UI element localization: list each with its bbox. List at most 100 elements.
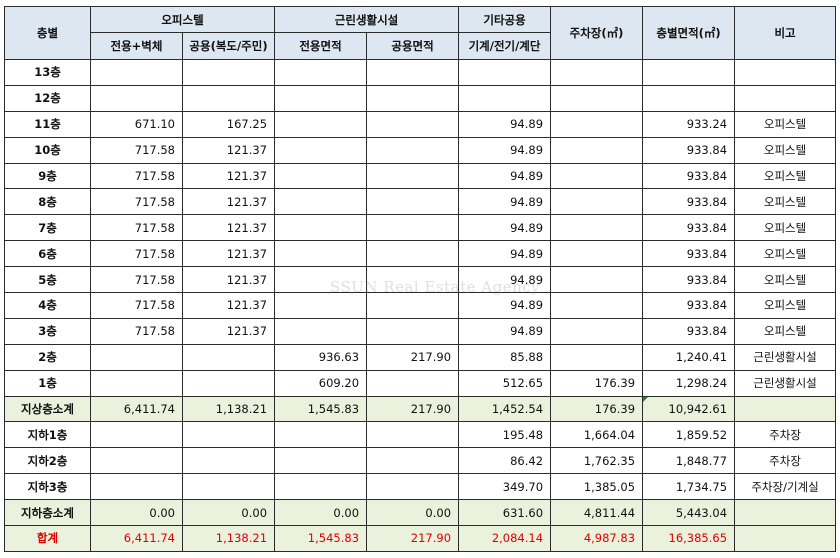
retail-common-cell — [366, 421, 460, 449]
floor-cell: 1층 — [4, 369, 91, 397]
retail-common-cell — [366, 292, 460, 319]
officetel-exclusive-cell: 717.58 — [90, 266, 183, 294]
officetel-exclusive-cell: 717.58 — [90, 214, 183, 242]
note-cell: 오피스텔 — [734, 110, 837, 138]
retail-common-cell: 217.90 — [366, 343, 460, 371]
officetel-common-cell: 167.25 — [181, 110, 276, 138]
retail-common-cell — [366, 317, 460, 345]
note-cell: 주차장 — [734, 447, 837, 475]
officetel-exclusive-cell: 0.00 — [90, 499, 183, 527]
header-retail-common: 공용면적 — [366, 32, 460, 60]
retail-common-cell — [366, 447, 460, 475]
note-cell: 근린생활시설 — [734, 369, 837, 397]
officetel-exclusive-cell — [90, 343, 183, 371]
note-cell — [734, 84, 837, 112]
note-cell: 오피스텔 — [734, 266, 837, 294]
floor-cell: 지상층소계 — [4, 395, 91, 423]
officetel-exclusive-cell: 6,411.74 — [90, 395, 183, 423]
note-cell — [734, 395, 837, 423]
officetel-common-cell: 0.00 — [181, 499, 276, 527]
floor-area-cell: 933.24 — [642, 110, 736, 138]
retail-exclusive-cell: 609.20 — [274, 369, 368, 397]
floor-area-cell: 10,942.61 — [642, 395, 736, 423]
floor-cell: 2층 — [4, 343, 91, 371]
other-common-cell: 94.89 — [458, 266, 552, 294]
retail-exclusive-cell — [274, 84, 368, 112]
floor-area-cell — [642, 59, 736, 86]
other-common-cell: 349.70 — [458, 473, 552, 501]
other-common-cell: 94.89 — [458, 110, 552, 138]
other-common-cell: 94.89 — [458, 240, 552, 268]
note-cell: 근린생활시설 — [734, 343, 837, 371]
floor-cell: 지하2층 — [4, 447, 91, 475]
table-row: 지하2층 86.42 1,762.35 1,848.77 주차장 — [4, 447, 837, 475]
parking-cell: 1,385.05 — [550, 473, 644, 501]
table-row: 11층 671.10 167.25 94.89 933.24 오피스텔 — [4, 110, 837, 138]
retail-exclusive-cell — [274, 317, 368, 345]
retail-common-cell — [366, 369, 460, 397]
officetel-exclusive-cell — [90, 473, 183, 501]
parking-cell — [550, 110, 644, 138]
officetel-common-cell — [181, 421, 276, 449]
retail-exclusive-cell — [274, 162, 368, 190]
parking-cell — [550, 292, 644, 319]
note-cell: 오피스텔 — [734, 240, 837, 268]
header-officetel-common: 공용(복도/주민) — [181, 32, 276, 60]
other-common-cell: 94.89 — [458, 292, 552, 319]
floor-cell: 6층 — [4, 240, 91, 268]
header-row-sub: 전용+벽체 공용(복도/주민) 전용면적 공용면적 기계/전기/계단 — [5, 32, 836, 60]
floor-cell: 지하1층 — [4, 421, 91, 449]
floor-cell: 5층 — [4, 266, 91, 294]
table-row: 13층 — [4, 59, 837, 86]
floor-area-cell: 1,848.77 — [642, 447, 736, 475]
officetel-common-cell: 121.37 — [181, 317, 276, 345]
officetel-common-cell: 121.37 — [181, 214, 276, 242]
parking-cell — [550, 266, 644, 294]
floor-cell: 7층 — [4, 214, 91, 242]
parking-cell: 176.39 — [550, 395, 644, 423]
parking-cell — [550, 317, 644, 345]
retail-exclusive-cell — [274, 266, 368, 294]
floor-area-cell — [642, 84, 736, 112]
parking-cell — [550, 188, 644, 216]
table-row: 7층 717.58 121.37 94.89 933.84 오피스텔 — [4, 214, 837, 242]
retail-common-cell — [366, 162, 460, 190]
floor-area-cell: 933.84 — [642, 162, 736, 190]
retail-exclusive-cell — [274, 214, 368, 242]
floor-area-cell: 933.84 — [642, 188, 736, 216]
officetel-exclusive-cell — [90, 369, 183, 397]
officetel-common-cell — [181, 343, 276, 371]
officetel-exclusive-cell: 671.10 — [90, 110, 183, 138]
floor-cell: 9층 — [4, 162, 91, 190]
floor-cell: 10층 — [4, 136, 91, 164]
other-common-cell — [458, 84, 552, 112]
officetel-common-cell: 121.37 — [181, 266, 276, 294]
table-row: 8층 717.58 121.37 94.89 933.84 오피스텔 — [4, 188, 837, 216]
retail-exclusive-cell — [274, 292, 368, 319]
retail-common-cell — [366, 240, 460, 268]
table-row: 2층 936.63 217.90 85.88 1,240.41 근린생활시설 — [4, 343, 837, 371]
other-common-cell: 94.89 — [458, 162, 552, 190]
floor-area-table: 층별 오피스텔 근린생활시설 기타공용 주차장(㎡) 층별면적(㎡) 비고 전용… — [4, 6, 837, 552]
officetel-exclusive-cell: 717.58 — [90, 317, 183, 345]
parking-cell — [550, 84, 644, 112]
officetel-common-cell — [181, 447, 276, 475]
other-common-cell: 2,084.14 — [458, 525, 552, 552]
parking-cell: 1,762.35 — [550, 447, 644, 475]
floor-cell: 8층 — [4, 188, 91, 216]
floor-cell: 11층 — [4, 110, 91, 138]
table-row: 지하3층 349.70 1,385.05 1,734.75 주차장/기계실 — [4, 473, 837, 501]
officetel-common-cell: 121.37 — [181, 162, 276, 190]
retail-common-cell — [366, 84, 460, 112]
header-retail-exclusive: 전용면적 — [274, 32, 368, 60]
table-row: 지하1층 195.48 1,664.04 1,859.52 주차장 — [4, 421, 837, 449]
retail-common-cell: 217.90 — [366, 525, 460, 552]
retail-common-cell — [366, 188, 460, 216]
table-body: 13층 12층 11층 671.10 167.25 94.89 933.24 오피스텔 10층 7… — [4, 59, 837, 552]
officetel-exclusive-cell: 6,411.74 — [90, 525, 183, 552]
officetel-exclusive-cell — [90, 447, 183, 475]
floor-area-cell: 1,859.52 — [642, 421, 736, 449]
table-row: 5층 717.58 121.37 94.89 933.84 오피스텔 — [4, 266, 837, 294]
officetel-exclusive-cell — [90, 84, 183, 112]
parking-cell — [550, 343, 644, 371]
